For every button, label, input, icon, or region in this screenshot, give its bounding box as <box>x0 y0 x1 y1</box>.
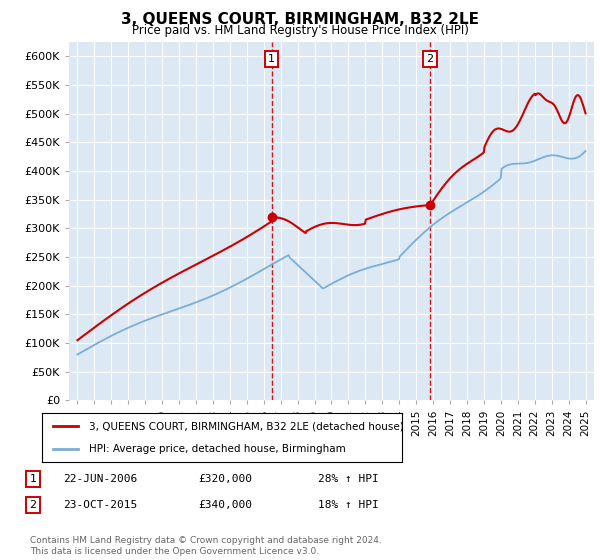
Text: 18% ↑ HPI: 18% ↑ HPI <box>318 500 379 510</box>
Text: HPI: Average price, detached house, Birmingham: HPI: Average price, detached house, Birm… <box>89 444 346 454</box>
Text: 28% ↑ HPI: 28% ↑ HPI <box>318 474 379 484</box>
Text: 23-OCT-2015: 23-OCT-2015 <box>63 500 137 510</box>
Text: 3, QUEENS COURT, BIRMINGHAM, B32 2LE: 3, QUEENS COURT, BIRMINGHAM, B32 2LE <box>121 12 479 27</box>
Text: Contains HM Land Registry data © Crown copyright and database right 2024.
This d: Contains HM Land Registry data © Crown c… <box>30 536 382 556</box>
Text: 22-JUN-2006: 22-JUN-2006 <box>63 474 137 484</box>
Text: 1: 1 <box>268 54 275 64</box>
Text: Price paid vs. HM Land Registry's House Price Index (HPI): Price paid vs. HM Land Registry's House … <box>131 24 469 36</box>
Text: 3, QUEENS COURT, BIRMINGHAM, B32 2LE (detached house): 3, QUEENS COURT, BIRMINGHAM, B32 2LE (de… <box>89 421 404 431</box>
Text: 1: 1 <box>29 474 37 484</box>
Text: £340,000: £340,000 <box>198 500 252 510</box>
Text: 2: 2 <box>29 500 37 510</box>
Text: £320,000: £320,000 <box>198 474 252 484</box>
Text: 2: 2 <box>427 54 433 64</box>
